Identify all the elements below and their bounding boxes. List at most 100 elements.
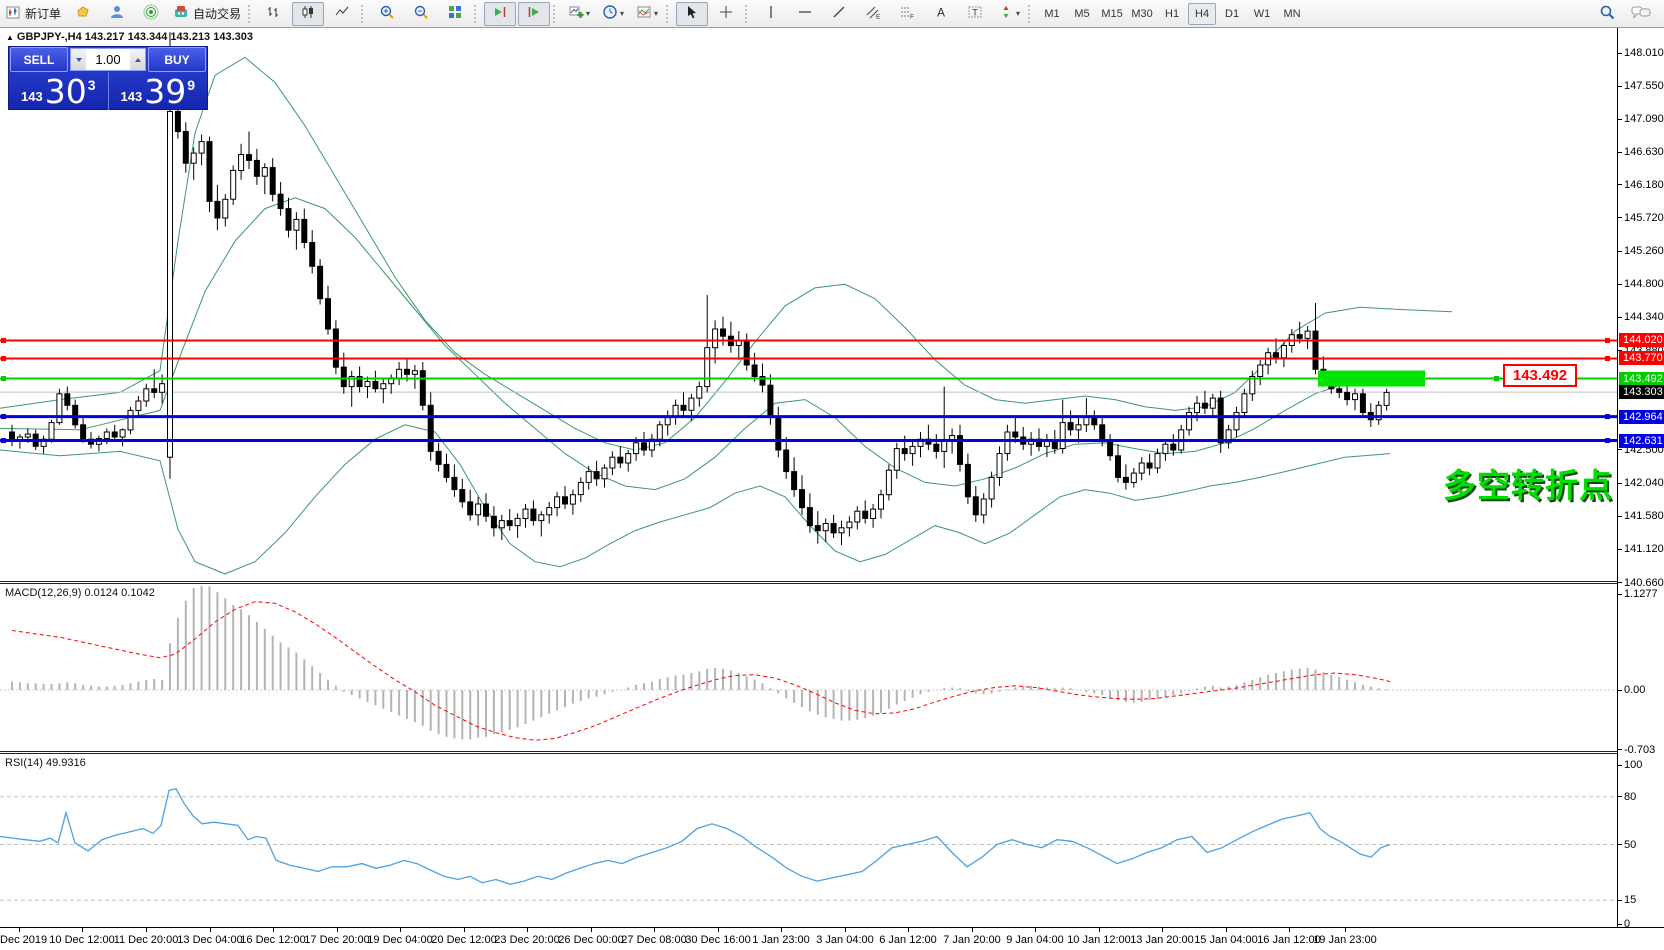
equidistant-channel-button[interactable]: E <box>857 2 889 26</box>
buy-button[interactable]: BUY <box>148 47 206 72</box>
profile-icon <box>109 4 125 23</box>
panel-separator[interactable] <box>0 581 1664 584</box>
timeframe-h4[interactable]: H4 <box>1188 2 1217 25</box>
candle-body <box>293 218 300 231</box>
new-order-label: 新订单 <box>25 7 62 21</box>
fibonacci-button[interactable]: F <box>891 2 923 26</box>
candle-body <box>277 193 284 210</box>
timeframe-m15[interactable]: M15 <box>1101 7 1123 20</box>
time-tick-label: 19 Jan 23:00 <box>1313 934 1377 946</box>
price-tick-mark <box>1618 283 1622 285</box>
macd-label: MACD(12,26,9) 0.0124 0.1042 <box>5 587 155 599</box>
chart-shift-button[interactable] <box>518 1 551 26</box>
zoom-in-button[interactable] <box>371 2 403 26</box>
candle-body <box>72 404 79 426</box>
volume-input[interactable] <box>86 49 130 70</box>
market-watch-button[interactable] <box>67 2 99 26</box>
timeframe-mn[interactable]: MN <box>1283 7 1301 20</box>
sell-price-sup: 3 <box>87 77 96 93</box>
time-tick-label: 16 Jan 12:00 <box>1257 934 1321 946</box>
text-label-button[interactable]: T <box>959 2 991 26</box>
zoom-out-button[interactable] <box>405 2 437 26</box>
price-axis[interactable]: 148.010 147.550 147.090 146.630 146.180 145.7… <box>1617 28 1664 930</box>
candle-body <box>885 469 892 496</box>
profile-button[interactable] <box>101 2 133 26</box>
new-order-button[interactable]: 新订单 <box>1 2 65 26</box>
buy-price[interactable]: 143 39 9 <box>109 72 208 110</box>
time-tick-label: 3 Jan 04:00 <box>816 934 874 946</box>
time-tick-mark <box>908 928 909 932</box>
time-tick-label: 23 Dec 20:00 <box>494 934 560 946</box>
signal-button[interactable] <box>135 2 167 26</box>
templates-icon <box>636 4 652 23</box>
rsi-indicator-chart[interactable] <box>0 754 1617 927</box>
sell-button[interactable]: SELL <box>10 47 68 72</box>
time-tick-label: 20 Dec 12:00 <box>431 934 497 946</box>
candle-body <box>182 131 189 164</box>
sell-price[interactable]: 143 30 3 <box>9 72 109 110</box>
crosshair-button[interactable] <box>710 2 742 26</box>
price-tick-mark <box>1618 582 1622 584</box>
bollinger-middle-band <box>0 197 1391 491</box>
timeframe-h1[interactable]: H1 <box>1165 7 1180 20</box>
price-tick-mark <box>1618 52 1622 54</box>
toolbar-grip <box>553 4 560 23</box>
periods-button[interactable]: ▾ <box>597 2 629 26</box>
timeframe-m5[interactable]: M5 <box>1074 7 1090 20</box>
templates-button[interactable]: ▾ <box>631 2 663 26</box>
tile-windows-icon <box>447 4 463 23</box>
candle-body <box>317 265 324 300</box>
search-button[interactable] <box>1591 2 1623 26</box>
timeframe-m30[interactable]: M30 <box>1131 7 1153 20</box>
line-left-marker <box>1 355 6 361</box>
bar-chart-button[interactable] <box>258 2 290 26</box>
vertical-line-button[interactable] <box>755 2 787 26</box>
time-tick-mark <box>1345 928 1346 932</box>
candlestick-chart-button[interactable] <box>292 1 325 26</box>
panel-separator[interactable] <box>0 751 1664 754</box>
candle-body <box>941 440 948 452</box>
timeframe-w1[interactable]: W1 <box>1253 7 1271 20</box>
text-button[interactable]: A <box>925 2 957 26</box>
candle-body <box>269 167 276 195</box>
tile-windows-button[interactable] <box>439 2 471 26</box>
time-tick-mark <box>400 928 401 932</box>
candle-body <box>246 154 252 161</box>
arrows-button[interactable]: ▾ <box>993 2 1025 26</box>
timeframe-m1[interactable]: M1 <box>1044 7 1060 20</box>
candle-body <box>751 364 758 377</box>
text-icon: A <box>933 4 949 23</box>
auto-scroll-button[interactable] <box>484 1 517 26</box>
line-right-marker <box>1605 438 1610 444</box>
price-tick-mark <box>1618 316 1622 318</box>
volume-increase-button[interactable] <box>130 49 145 70</box>
candle-body <box>1336 388 1343 393</box>
price-tick-label: 141.120 <box>1624 543 1664 556</box>
candle-body <box>846 521 853 529</box>
candle-body <box>909 445 916 455</box>
auto-trading-button[interactable]: 自动交易 <box>169 2 245 26</box>
candle-body <box>822 523 829 532</box>
macd-indicator-chart[interactable] <box>0 584 1617 751</box>
arrow-down-icon <box>75 57 82 62</box>
candle-body <box>1359 393 1366 413</box>
timeframe-d1[interactable]: D1 <box>1225 7 1240 20</box>
price-tick-mark <box>1618 217 1622 219</box>
candle-body <box>498 520 505 529</box>
main-price-chart[interactable] <box>0 28 1617 581</box>
candle-body <box>301 218 308 243</box>
horizontal-line-button[interactable] <box>789 2 821 26</box>
rsi-tick-mark <box>1618 923 1622 925</box>
candle-body <box>1352 393 1358 401</box>
candle-body <box>506 520 513 527</box>
line-chart-button[interactable] <box>326 2 358 26</box>
candle-body <box>664 417 671 426</box>
candle-body <box>1004 431 1011 455</box>
collapse-triangle-icon[interactable]: ▲ <box>6 33 14 42</box>
volume-decrease-button[interactable] <box>71 49 86 70</box>
community-button[interactable] <box>1625 2 1657 26</box>
trendline-button[interactable] <box>823 2 855 26</box>
new-chart-button[interactable]: ▾ <box>563 2 595 26</box>
cursor-button[interactable] <box>676 1 709 26</box>
